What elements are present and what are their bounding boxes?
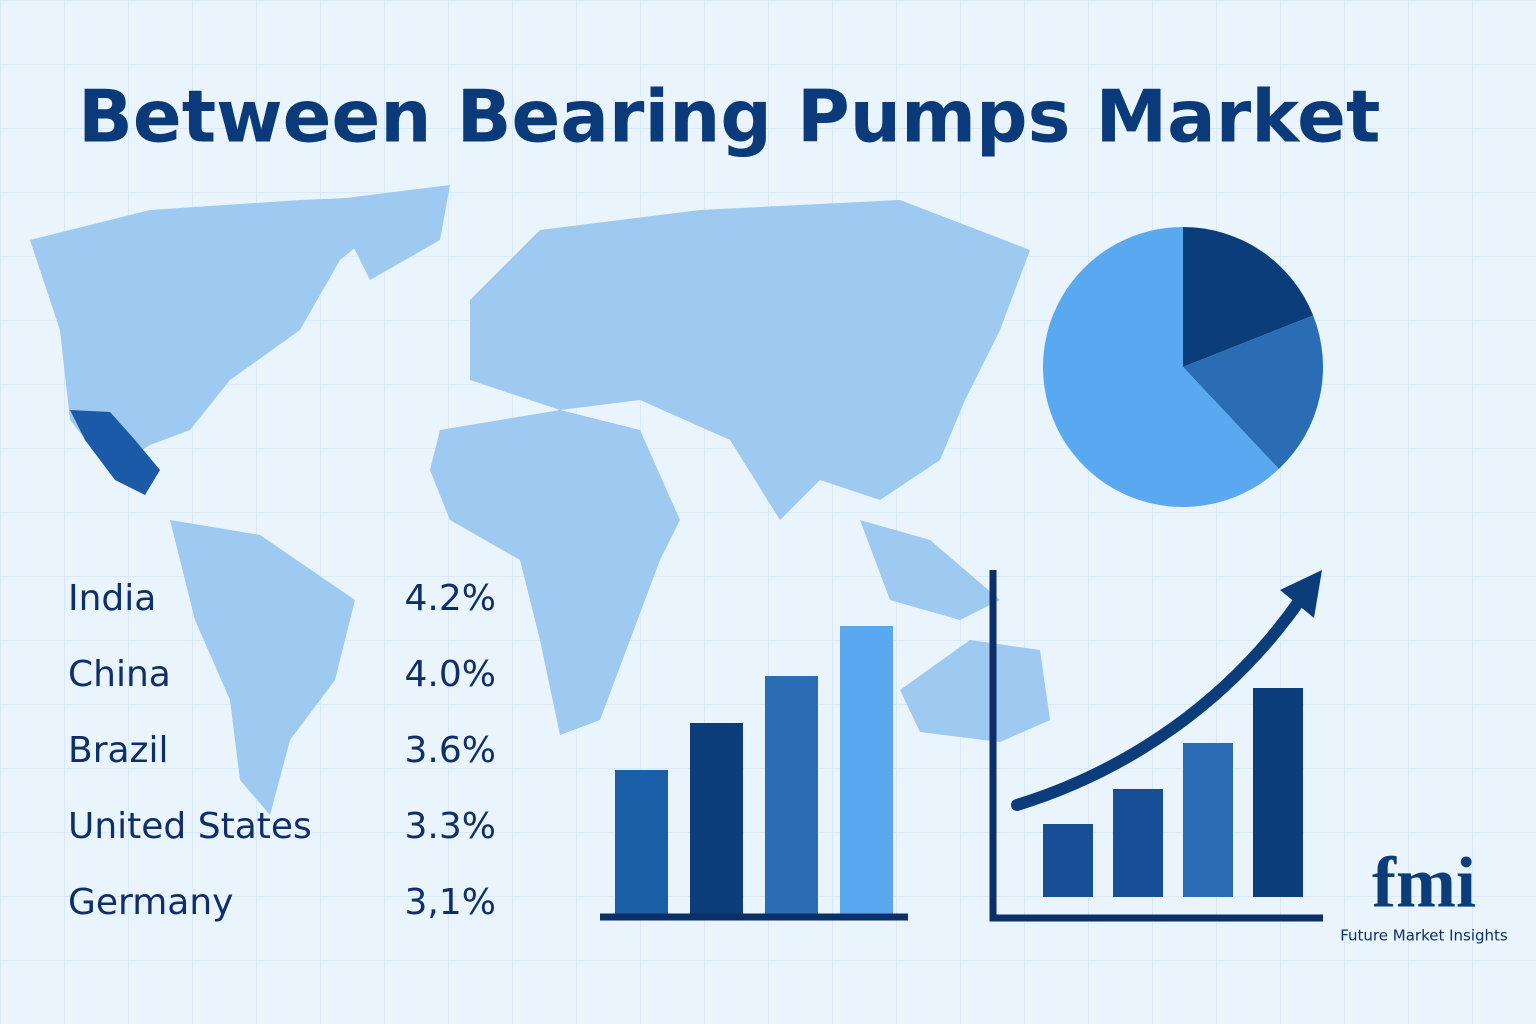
- rankings: India 4.2% China 4.0% Brazil 3.6% United State…: [68, 578, 496, 923]
- bar: [1113, 789, 1163, 897]
- bar: [765, 676, 818, 915]
- bar: [690, 723, 743, 915]
- country-label: China: [68, 654, 171, 695]
- pie-slice: [1183, 315, 1323, 470]
- growth-label: 3.6%: [405, 730, 496, 771]
- country-label: India: [68, 578, 156, 619]
- highlighted-country: [70, 410, 160, 495]
- arrow-head: [1280, 570, 1322, 618]
- pie-slice: [1183, 227, 1314, 367]
- title: Between Bearing Pumps Market: [78, 75, 1380, 159]
- bar: [615, 770, 668, 915]
- growth-label: 3.3%: [405, 806, 496, 847]
- world-map: [30, 185, 1050, 815]
- trend-arrow: [1011, 594, 1306, 811]
- bar: [1043, 824, 1093, 897]
- logo-mark: fmi: [1372, 843, 1476, 923]
- country-label: United States: [68, 806, 312, 847]
- growth-label: 4.0%: [405, 654, 496, 695]
- country-label: Brazil: [68, 730, 168, 771]
- bar: [1253, 688, 1303, 897]
- bar: [840, 626, 893, 915]
- country-label: Germany: [68, 882, 233, 923]
- growth-label: 4.2%: [405, 578, 496, 619]
- axes: [989, 570, 1323, 922]
- logo-name: Future Market Insights: [1340, 927, 1508, 945]
- pie-slice: [1043, 227, 1279, 507]
- charts: [615, 227, 1323, 915]
- bar: [1183, 743, 1233, 897]
- growth-label: 3,1%: [405, 882, 496, 923]
